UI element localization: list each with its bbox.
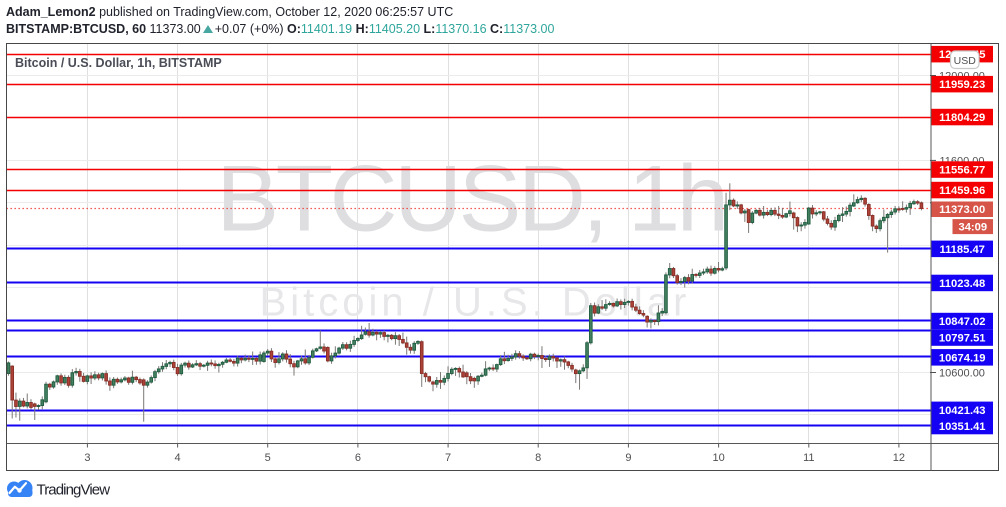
svg-text:9: 9 (625, 452, 631, 464)
svg-text:TradingView: TradingView (37, 482, 111, 499)
svg-text:10797.51: 10797.51 (939, 333, 986, 345)
svg-text:34:09: 34:09 (958, 222, 987, 234)
svg-text:10421.43: 10421.43 (939, 405, 986, 417)
svg-text:11959.23: 11959.23 (939, 79, 985, 91)
svg-text:11023.48: 11023.48 (939, 278, 985, 290)
svg-text:11185.47: 11185.47 (939, 244, 984, 256)
svg-text:7: 7 (445, 452, 451, 464)
svg-text:Bitcoin / U.S. Dollar: Bitcoin / U.S. Dollar (260, 281, 691, 325)
svg-text:12: 12 (893, 452, 905, 464)
svg-text:USD: USD (954, 55, 977, 67)
svg-text:11373.00: 11373.00 (939, 204, 985, 216)
svg-text:10: 10 (712, 452, 724, 464)
svg-text:5: 5 (265, 452, 271, 464)
svg-text:BTCUSD, 1h: BTCUSD, 1h (216, 146, 725, 251)
svg-text:3: 3 (84, 452, 90, 464)
svg-text:10674.19: 10674.19 (939, 352, 986, 364)
svg-text:10847.02: 10847.02 (939, 316, 986, 328)
svg-text:11459.96: 11459.96 (939, 185, 985, 197)
svg-text:8: 8 (535, 452, 541, 464)
svg-text:4: 4 (175, 452, 181, 464)
svg-text:11804.29: 11804.29 (939, 112, 985, 124)
svg-text:6: 6 (355, 452, 361, 464)
svg-text:10600.00: 10600.00 (939, 368, 985, 380)
svg-text:11: 11 (803, 452, 814, 464)
svg-text:10351.41: 10351.41 (939, 421, 986, 433)
svg-text:11556.77: 11556.77 (939, 165, 985, 177)
